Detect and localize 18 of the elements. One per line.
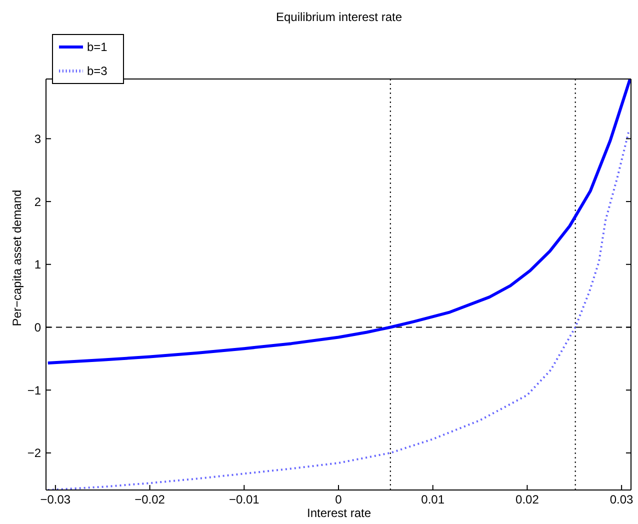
x-tick-label: 0.01 bbox=[421, 492, 445, 507]
x-tick-label: 0.02 bbox=[516, 492, 540, 507]
legend-label: b=3 bbox=[87, 64, 108, 78]
x-tick-label: −0.03 bbox=[40, 492, 71, 507]
y-tick-label: 3 bbox=[34, 132, 42, 146]
x-tick-label: 0.03 bbox=[610, 492, 634, 507]
x-axis-title: Interest rate bbox=[306, 506, 372, 520]
y-tick-label: 2 bbox=[34, 194, 42, 209]
x-tick-label: −0.01 bbox=[228, 492, 260, 507]
x-tick-label: −0.02 bbox=[134, 492, 166, 507]
chart-title: Equilibrium interest rate bbox=[274, 10, 404, 24]
x-tick-label: 0 bbox=[335, 492, 342, 507]
legend-label: b=1 bbox=[87, 40, 108, 54]
y-tick-label: −1 bbox=[27, 383, 42, 398]
y-tick-label: −2 bbox=[27, 446, 42, 460]
y-tick-label: 1 bbox=[34, 258, 42, 272]
y-tick-label: 0 bbox=[34, 320, 42, 334]
y-axis-title: Per−capita asset demand bbox=[10, 190, 24, 326]
